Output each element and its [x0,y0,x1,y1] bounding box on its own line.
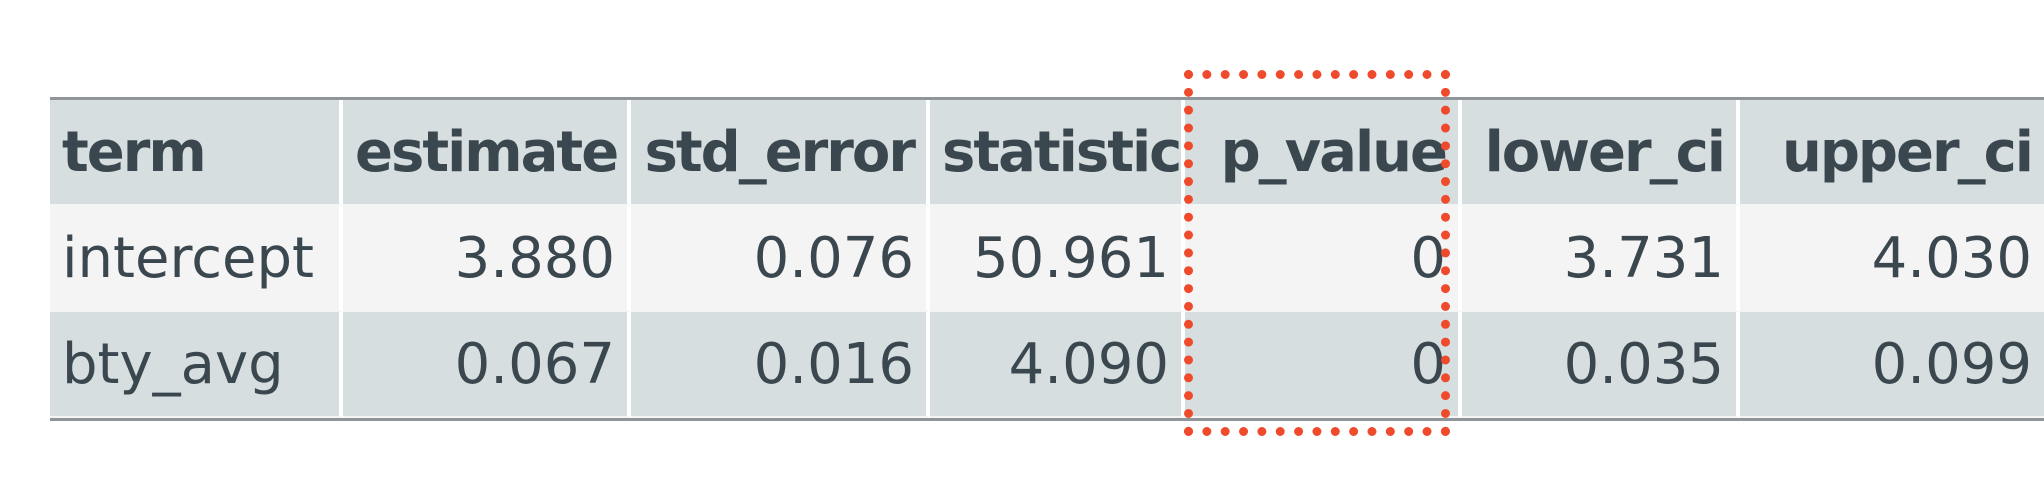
column-header-upper-ci: upper_ci [1740,100,2044,206]
column-header-lower-ci: lower_ci [1462,100,1740,206]
cell-statistic: 4.090 [930,312,1185,418]
table-body: intercept 3.880 0.076 50.961 0 3.731 4.0… [50,206,2044,418]
cell-term: intercept [50,206,343,312]
table-header: term estimate std_error statistic p_valu… [50,100,2044,206]
cell-estimate: 0.067 [343,312,631,418]
cell-lower-ci: 0.035 [1462,312,1740,418]
cell-std-error: 0.016 [631,312,930,418]
column-header-estimate: estimate [343,100,631,206]
table-row-bty-avg: bty_avg 0.067 0.016 4.090 0 0.035 0.099 [50,312,2044,418]
cell-std-error: 0.076 [631,206,930,312]
column-header-statistic: statistic [930,100,1185,206]
header-row: term estimate std_error statistic p_valu… [50,100,2044,206]
column-header-std-error: std_error [631,100,930,206]
cell-p-value: 0 [1185,312,1462,418]
cell-p-value: 0 [1185,206,1462,312]
cell-estimate: 3.880 [343,206,631,312]
column-header-term: term [50,100,343,206]
column-header-p-value: p_value [1185,100,1462,206]
cell-term: bty_avg [50,312,343,418]
cell-statistic: 50.961 [930,206,1185,312]
table-row-intercept: intercept 3.880 0.076 50.961 0 3.731 4.0… [50,206,2044,312]
cell-lower-ci: 3.731 [1462,206,1740,312]
regression-table: term estimate std_error statistic p_valu… [50,100,2044,418]
cell-upper-ci: 0.099 [1740,312,2044,418]
regression-table-container: term estimate std_error statistic p_valu… [50,97,2044,421]
cell-upper-ci: 4.030 [1740,206,2044,312]
